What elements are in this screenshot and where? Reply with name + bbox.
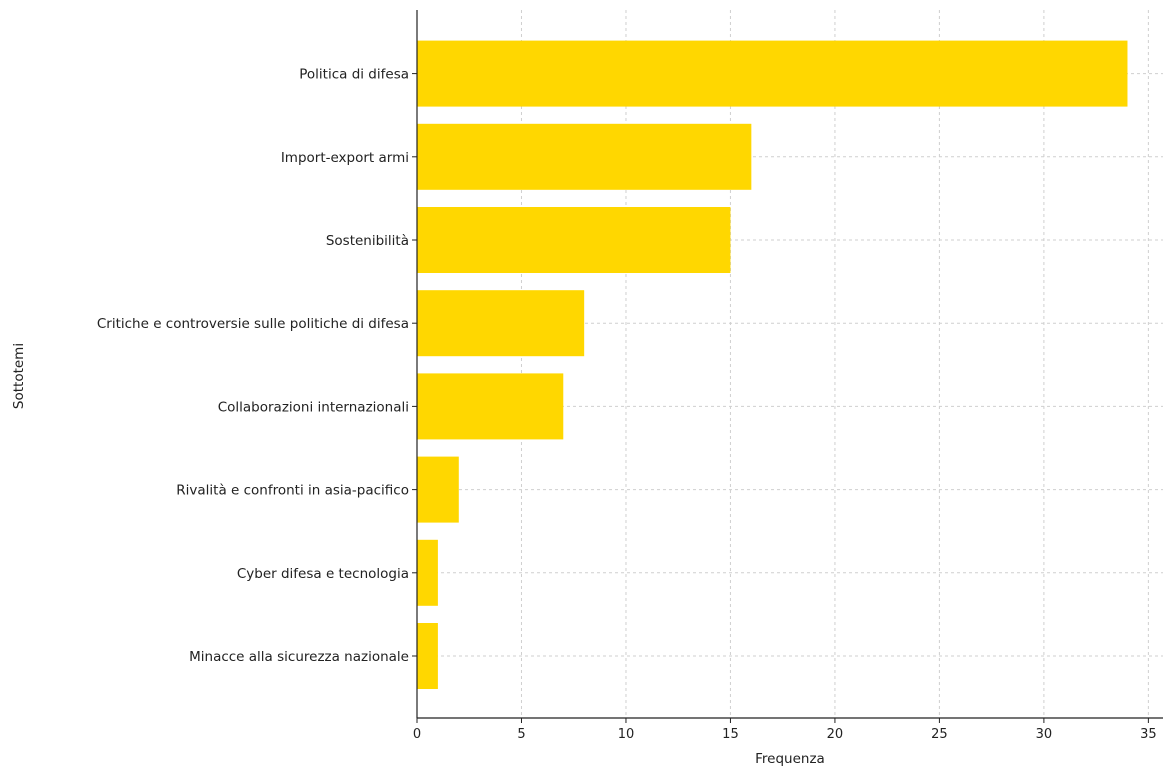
bar-5 [417, 456, 459, 523]
x-tick-label-35: 35 [1140, 727, 1157, 742]
category-label-0: Politica di difesa [299, 67, 409, 83]
axes [412, 10, 1163, 723]
category-label-5: Rivalità e confronti in asia-pacifico [176, 483, 409, 499]
category-label-4: Collaborazioni internazionali [218, 399, 409, 415]
labels: 0 5 10 15 20 25 30 35 Politica di difesa Import-e… [11, 67, 1157, 767]
category-label-3: Critiche e controversie sulle politiche … [97, 316, 409, 332]
category-label-7: Minacce alla sicurezza nazionale [189, 649, 409, 665]
grid-lines [417, 10, 1163, 718]
x-tick-label-0: 0 [413, 727, 421, 742]
bar-7 [417, 623, 438, 689]
x-axis-title: Frequenza [755, 751, 825, 767]
bars [417, 40, 1128, 689]
x-tick-label-10: 10 [618, 727, 635, 742]
category-label-1: Import-export armi [281, 150, 409, 166]
bar-2 [417, 207, 731, 273]
category-label-2: Sostenibilità [326, 233, 409, 249]
x-tick-label-5: 5 [517, 727, 525, 742]
bar-0 [417, 40, 1128, 107]
bar-6 [417, 539, 438, 606]
x-tick-label-25: 25 [931, 727, 948, 742]
category-label-6: Cyber difesa e tecnologia [237, 566, 409, 582]
x-tick-label-30: 30 [1036, 727, 1053, 742]
bar-1 [417, 123, 752, 190]
x-tick-label-20: 20 [827, 727, 844, 742]
bar-4 [417, 373, 564, 440]
x-tick-label-15: 15 [722, 727, 739, 742]
bar-3 [417, 290, 585, 357]
y-axis-title: Sottotemi [11, 343, 27, 409]
